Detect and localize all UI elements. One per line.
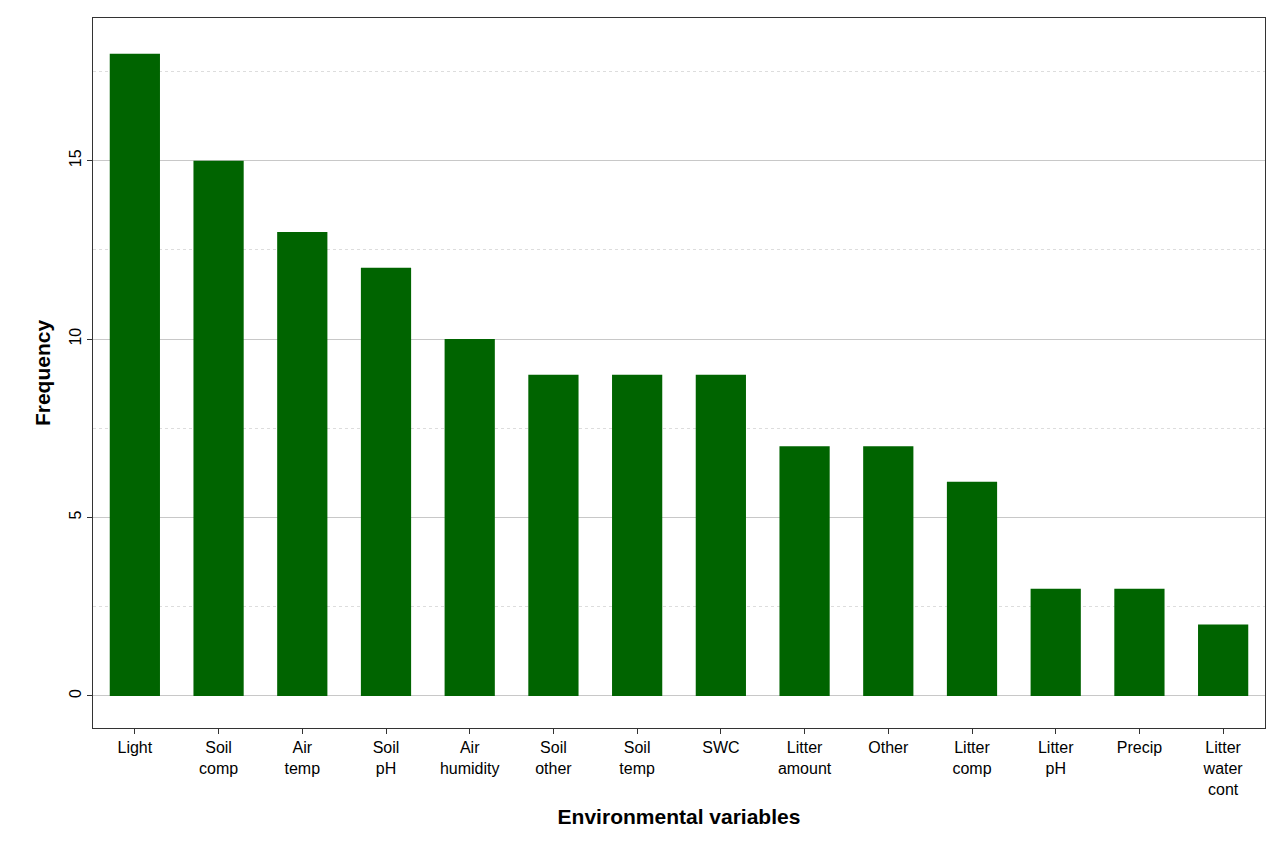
svg-text:Other: Other bbox=[868, 739, 909, 756]
svg-text:Airtemp: Airtemp bbox=[285, 739, 321, 777]
svg-text:10: 10 bbox=[67, 328, 84, 346]
svg-text:Litterwatercont: Litterwatercont bbox=[1203, 739, 1244, 798]
svg-text:Littercomp: Littercomp bbox=[952, 739, 991, 777]
svg-text:Precip: Precip bbox=[1117, 739, 1162, 756]
svg-text:Environmental variables: Environmental variables bbox=[558, 805, 801, 828]
svg-text:Light: Light bbox=[118, 739, 153, 756]
svg-text:Litteramount: Litteramount bbox=[778, 739, 832, 777]
svg-text:0: 0 bbox=[67, 689, 84, 698]
svg-text:5: 5 bbox=[67, 511, 84, 520]
svg-text:Soilcomp: Soilcomp bbox=[199, 739, 238, 777]
svg-text:Soiltemp: Soiltemp bbox=[619, 739, 655, 777]
svg-text:Airhumidity: Airhumidity bbox=[440, 739, 500, 777]
svg-text:SWC: SWC bbox=[702, 739, 739, 756]
svg-text:SoilpH: SoilpH bbox=[373, 739, 400, 777]
svg-text:LitterpH: LitterpH bbox=[1038, 739, 1074, 777]
svg-text:Soilother: Soilother bbox=[535, 739, 572, 777]
svg-text:Frequency: Frequency bbox=[31, 320, 54, 427]
svg-text:15: 15 bbox=[67, 149, 84, 167]
